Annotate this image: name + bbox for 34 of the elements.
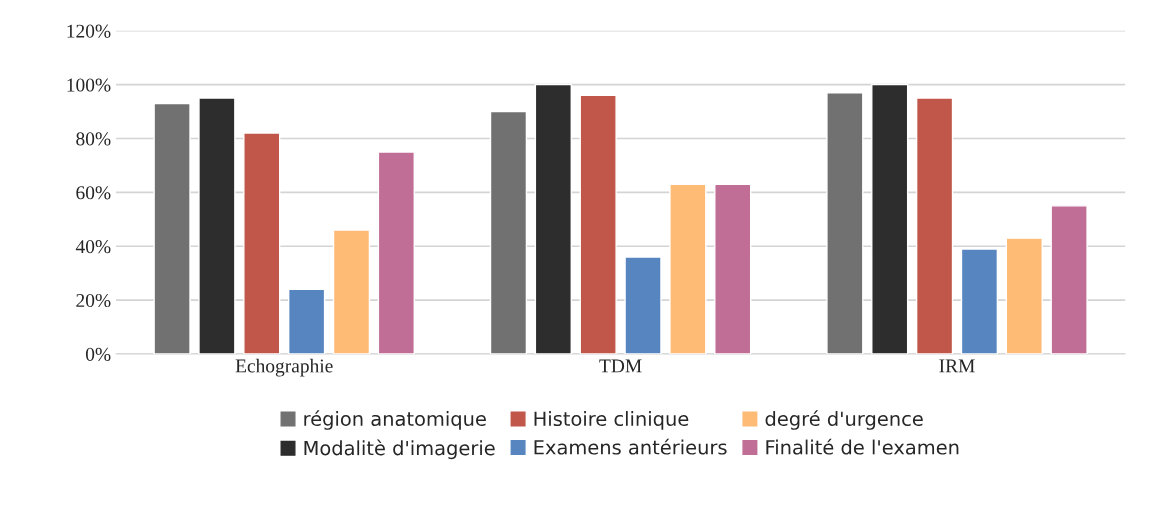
bar [826, 92, 864, 354]
bar [714, 183, 752, 354]
bar [489, 110, 528, 354]
bar [198, 97, 236, 354]
legend-label: Finalité de l'examen [766, 438, 959, 455]
bar [1005, 237, 1043, 354]
bar [915, 97, 954, 354]
bar [669, 183, 707, 354]
bar [960, 248, 999, 354]
x-tick-label: Echographie [235, 358, 333, 377]
y-tick-label: 60% [76, 186, 111, 200]
bar [579, 94, 617, 354]
x-tick-label: TDM [599, 359, 642, 373]
bar [332, 229, 371, 354]
y-tick-label: 80% [76, 132, 111, 146]
bar [624, 256, 662, 354]
legend-label: région anatomique [304, 410, 486, 430]
legend-label: Examens antérieurs [534, 438, 727, 455]
y-tick-label: 0% [85, 347, 111, 361]
bar [377, 151, 415, 354]
legend-label: degré d'urgence [765, 410, 923, 430]
bar [153, 102, 191, 354]
y-tick-label: 100% [67, 78, 111, 92]
y-tick-label: 120% [67, 24, 111, 38]
legend-label: Modalitè d'imagerie [304, 439, 495, 460]
legend-label: Histoire clinique [534, 411, 689, 430]
bar [1050, 205, 1088, 354]
y-tick-label: 20% [76, 293, 111, 308]
bar [534, 83, 572, 354]
bar [871, 83, 909, 354]
bar [287, 288, 326, 354]
y-tick-label: 40% [75, 240, 111, 254]
x-tick-label: IRM [939, 359, 975, 373]
bar [243, 132, 281, 354]
